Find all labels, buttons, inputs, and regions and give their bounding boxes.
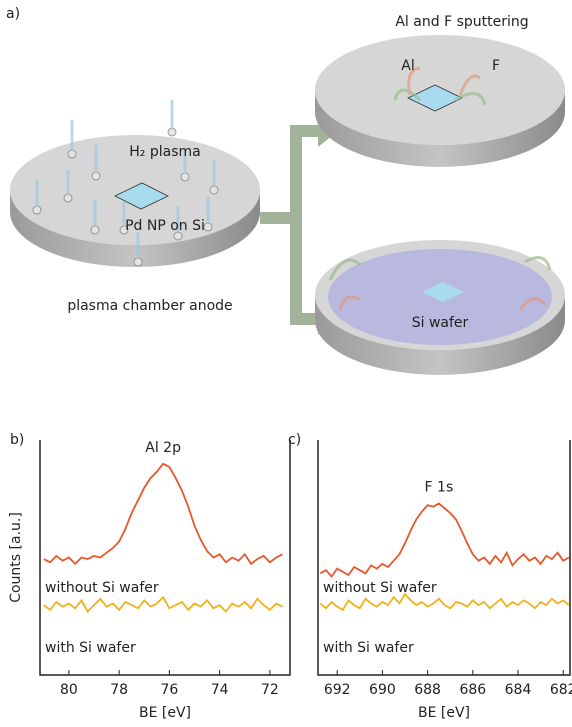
x-tick-label: 80 [60,682,78,698]
x-tick-label: 684 [505,682,532,698]
sputter-disc [315,35,565,167]
panel-label: a) [6,6,20,22]
series-label: with Si wafer [323,640,414,656]
diagram-label: Al and F sputtering [395,14,528,30]
diagram-label: plasma chamber anode [67,298,232,314]
spectrum-line [43,595,283,613]
x-tick-label: 690 [369,682,396,698]
wafer-disc [315,240,565,375]
y-axis-label: Counts [a.u.] [8,512,24,603]
x-tick-label: 692 [324,682,351,698]
series-label: without Si wafer [323,580,437,596]
panel-label: b) [10,432,24,448]
axis-frame [317,440,571,676]
diagram-label: Si wafer [412,315,469,331]
diagram-label: H₂ plasma [129,144,200,160]
series-label: without Si wafer [45,580,159,596]
x-tick-label: 78 [110,682,128,698]
x-tick-label: 74 [211,682,229,698]
diagram-label: Al [401,58,414,74]
panel-label: c) [288,432,301,448]
spectrum-line [43,462,283,566]
x-tick-label: 76 [160,682,178,698]
diagram-label: Pd NP on Si [125,218,205,234]
x-axis-label: BE [eV] [139,705,191,721]
axis-frame [39,440,291,676]
x-tick-label: 682 [550,682,572,698]
peak-annotation: Al 2p [145,440,181,456]
spectrum-line [319,502,570,579]
diagram-label: F [492,58,500,74]
x-tick-label: 72 [261,682,279,698]
x-axis-label: BE [eV] [418,705,470,721]
anode-disc [10,100,260,267]
spectrum-line [319,592,570,612]
series-label: with Si wafer [45,640,136,656]
peak-annotation: F 1s [425,480,454,496]
x-tick-label: 688 [414,682,441,698]
x-tick-label: 686 [459,682,486,698]
